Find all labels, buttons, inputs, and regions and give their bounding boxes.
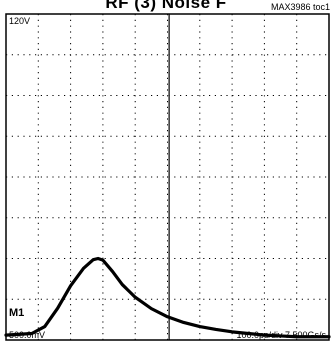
channel-marker-m1: M1 xyxy=(9,307,24,319)
bottom-right-readout: 100.0ps/div 7.500Gs/s xyxy=(236,330,326,340)
bottom-left-readout: 500.0mV xyxy=(9,330,45,340)
plot-frame xyxy=(5,13,330,341)
top-left-readout: 120V xyxy=(9,16,30,26)
figure-id-label: MAX3986 toc1 xyxy=(270,2,330,12)
chart-title: RF (3) Noise F xyxy=(105,0,227,12)
grid xyxy=(6,14,329,340)
signal-trace xyxy=(4,256,331,339)
